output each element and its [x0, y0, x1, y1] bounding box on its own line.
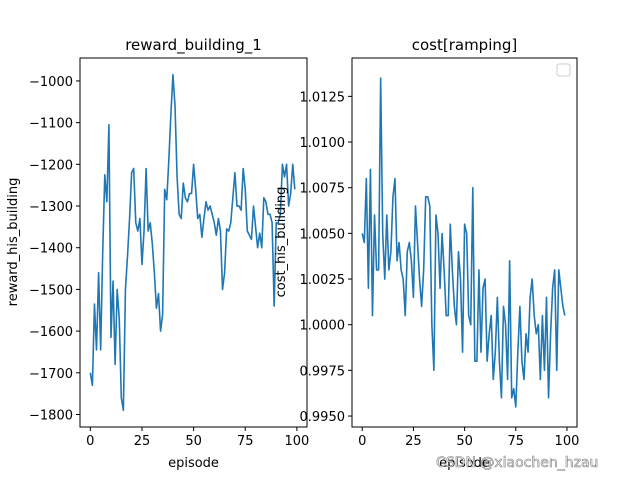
reward-x-tick-label: 25 [134, 434, 151, 449]
reward-y-tick-label: −1700 [29, 367, 73, 382]
reward-x-tick-label: 0 [86, 434, 94, 449]
reward-y-axis-label: reward_his_building [6, 178, 21, 307]
cost-chart-title: cost[ramping] [412, 36, 518, 54]
reward-y-tick-label: −1000 [29, 75, 73, 90]
reward-x-tick-label: 100 [284, 434, 309, 449]
reward-subplot: reward_building_1 episode reward_his_bui… [6, 36, 309, 471]
reward-y-tick-label: −1200 [29, 158, 73, 173]
reward-x-tick-label: 50 [185, 434, 202, 449]
cost-series-line [361, 77, 566, 408]
reward-x-axis-label: episode [168, 456, 219, 471]
reward-y-tick-label: −1800 [29, 408, 73, 423]
cost-x-tick-label: 0 [358, 434, 366, 449]
reward-y-tick-label: −1400 [29, 242, 73, 257]
reward-series-line [89, 73, 296, 412]
reward-y-tick-label: −1500 [29, 283, 73, 298]
cost-subplot: cost[ramping] episode cost_his_building … [274, 36, 579, 471]
watermark-text: CSDN @xiaochen_hzau [436, 455, 598, 471]
cost-y-tick-label: 1.0025 [300, 273, 346, 288]
cost-y-axis-label: cost_his_building [274, 187, 289, 298]
reward-x-ticks: 0 25 50 75 100 [86, 427, 309, 449]
reward-y-tick-label: −1300 [29, 200, 73, 215]
cost-y-tick-label: 1.0050 [300, 227, 346, 242]
cost-x-tick-label: 100 [555, 434, 580, 449]
cost-y-tick-label: 1.0100 [300, 136, 346, 151]
cost-x-axis-label: episode [439, 456, 490, 471]
cost-x-tick-label: 25 [405, 434, 422, 449]
cost-x-tick-label: 75 [508, 434, 525, 449]
cost-y-tick-label: 0.9975 [300, 364, 346, 379]
reward-x-tick-label: 75 [237, 434, 254, 449]
reward-y-tick-label: −1600 [29, 325, 73, 340]
cost-y-tick-label: 1.0075 [300, 182, 346, 197]
cost-x-tick-label: 50 [456, 434, 473, 449]
cost-x-ticks: 0 25 50 75 100 [358, 427, 579, 449]
reward-y-ticks: −1800 −1700 −1600 −1500 −1400 −1300 −1200 −1100… [29, 75, 80, 423]
cost-y-ticks: 0.9950 0.9975 1.0000 1.0025 1.0050 1.0075 1.01… [300, 90, 352, 425]
cost-y-tick-label: 1.0125 [300, 90, 346, 105]
cost-y-tick-label: 0.9950 [300, 410, 346, 425]
reward-chart-title: reward_building_1 [125, 36, 262, 55]
legend-box [556, 63, 571, 77]
reward-plot-frame [79, 57, 308, 428]
cost-y-tick-label: 1.0000 [300, 319, 346, 334]
reward-y-tick-label: −1100 [29, 117, 73, 132]
